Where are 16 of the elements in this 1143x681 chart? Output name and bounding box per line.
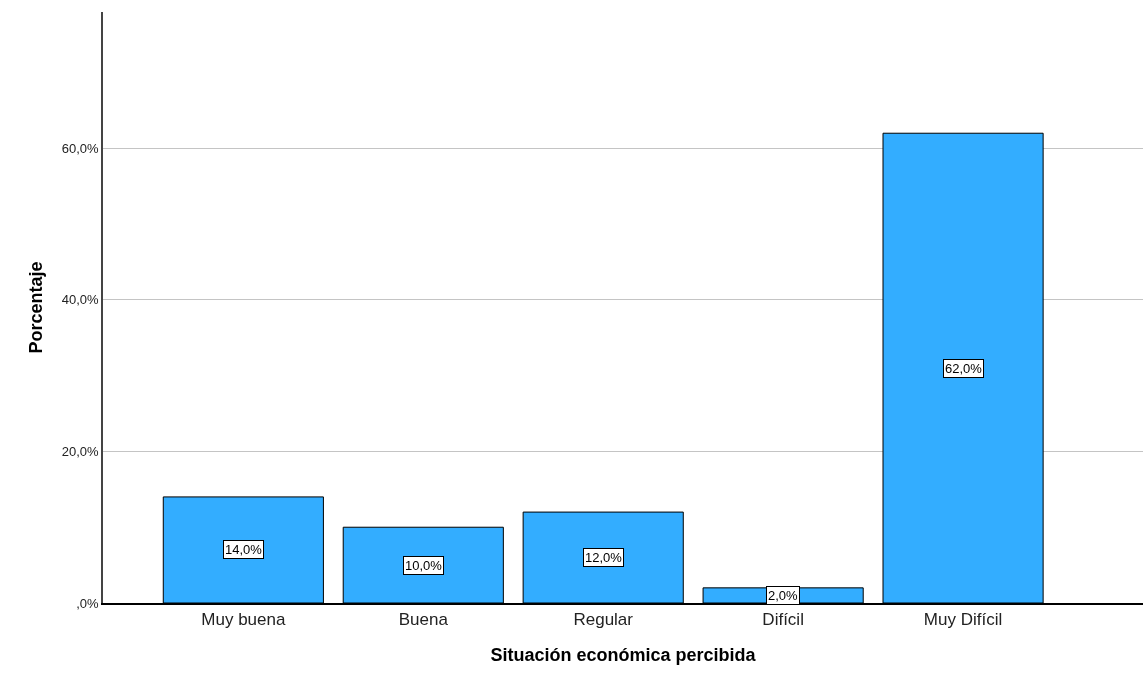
data-label: 12,0%	[585, 550, 623, 565]
y-tick-label: 20,0%	[61, 444, 100, 460]
data-label: 2,0%	[768, 588, 799, 603]
data-label: 14,0%	[225, 542, 263, 557]
x-tick-label: Muy buena	[201, 610, 286, 630]
x-tick-label: Muy Difícil	[923, 610, 1003, 630]
x-tick-label: Buena	[398, 610, 449, 630]
y-tick-label: 60,0%	[61, 140, 100, 156]
x-axis-title: Situación económica percibida	[490, 644, 757, 665]
y-tick-label: 40,0%	[61, 292, 100, 308]
x-tick-label: Difícil	[762, 610, 804, 630]
data-label: 10,0%	[405, 558, 443, 573]
y-tick-label: ,0%	[76, 595, 100, 611]
x-tick-label: Regular	[573, 610, 634, 630]
data-label: 62,0%	[945, 361, 983, 376]
y-axis-title: Porcentaje	[26, 261, 47, 354]
